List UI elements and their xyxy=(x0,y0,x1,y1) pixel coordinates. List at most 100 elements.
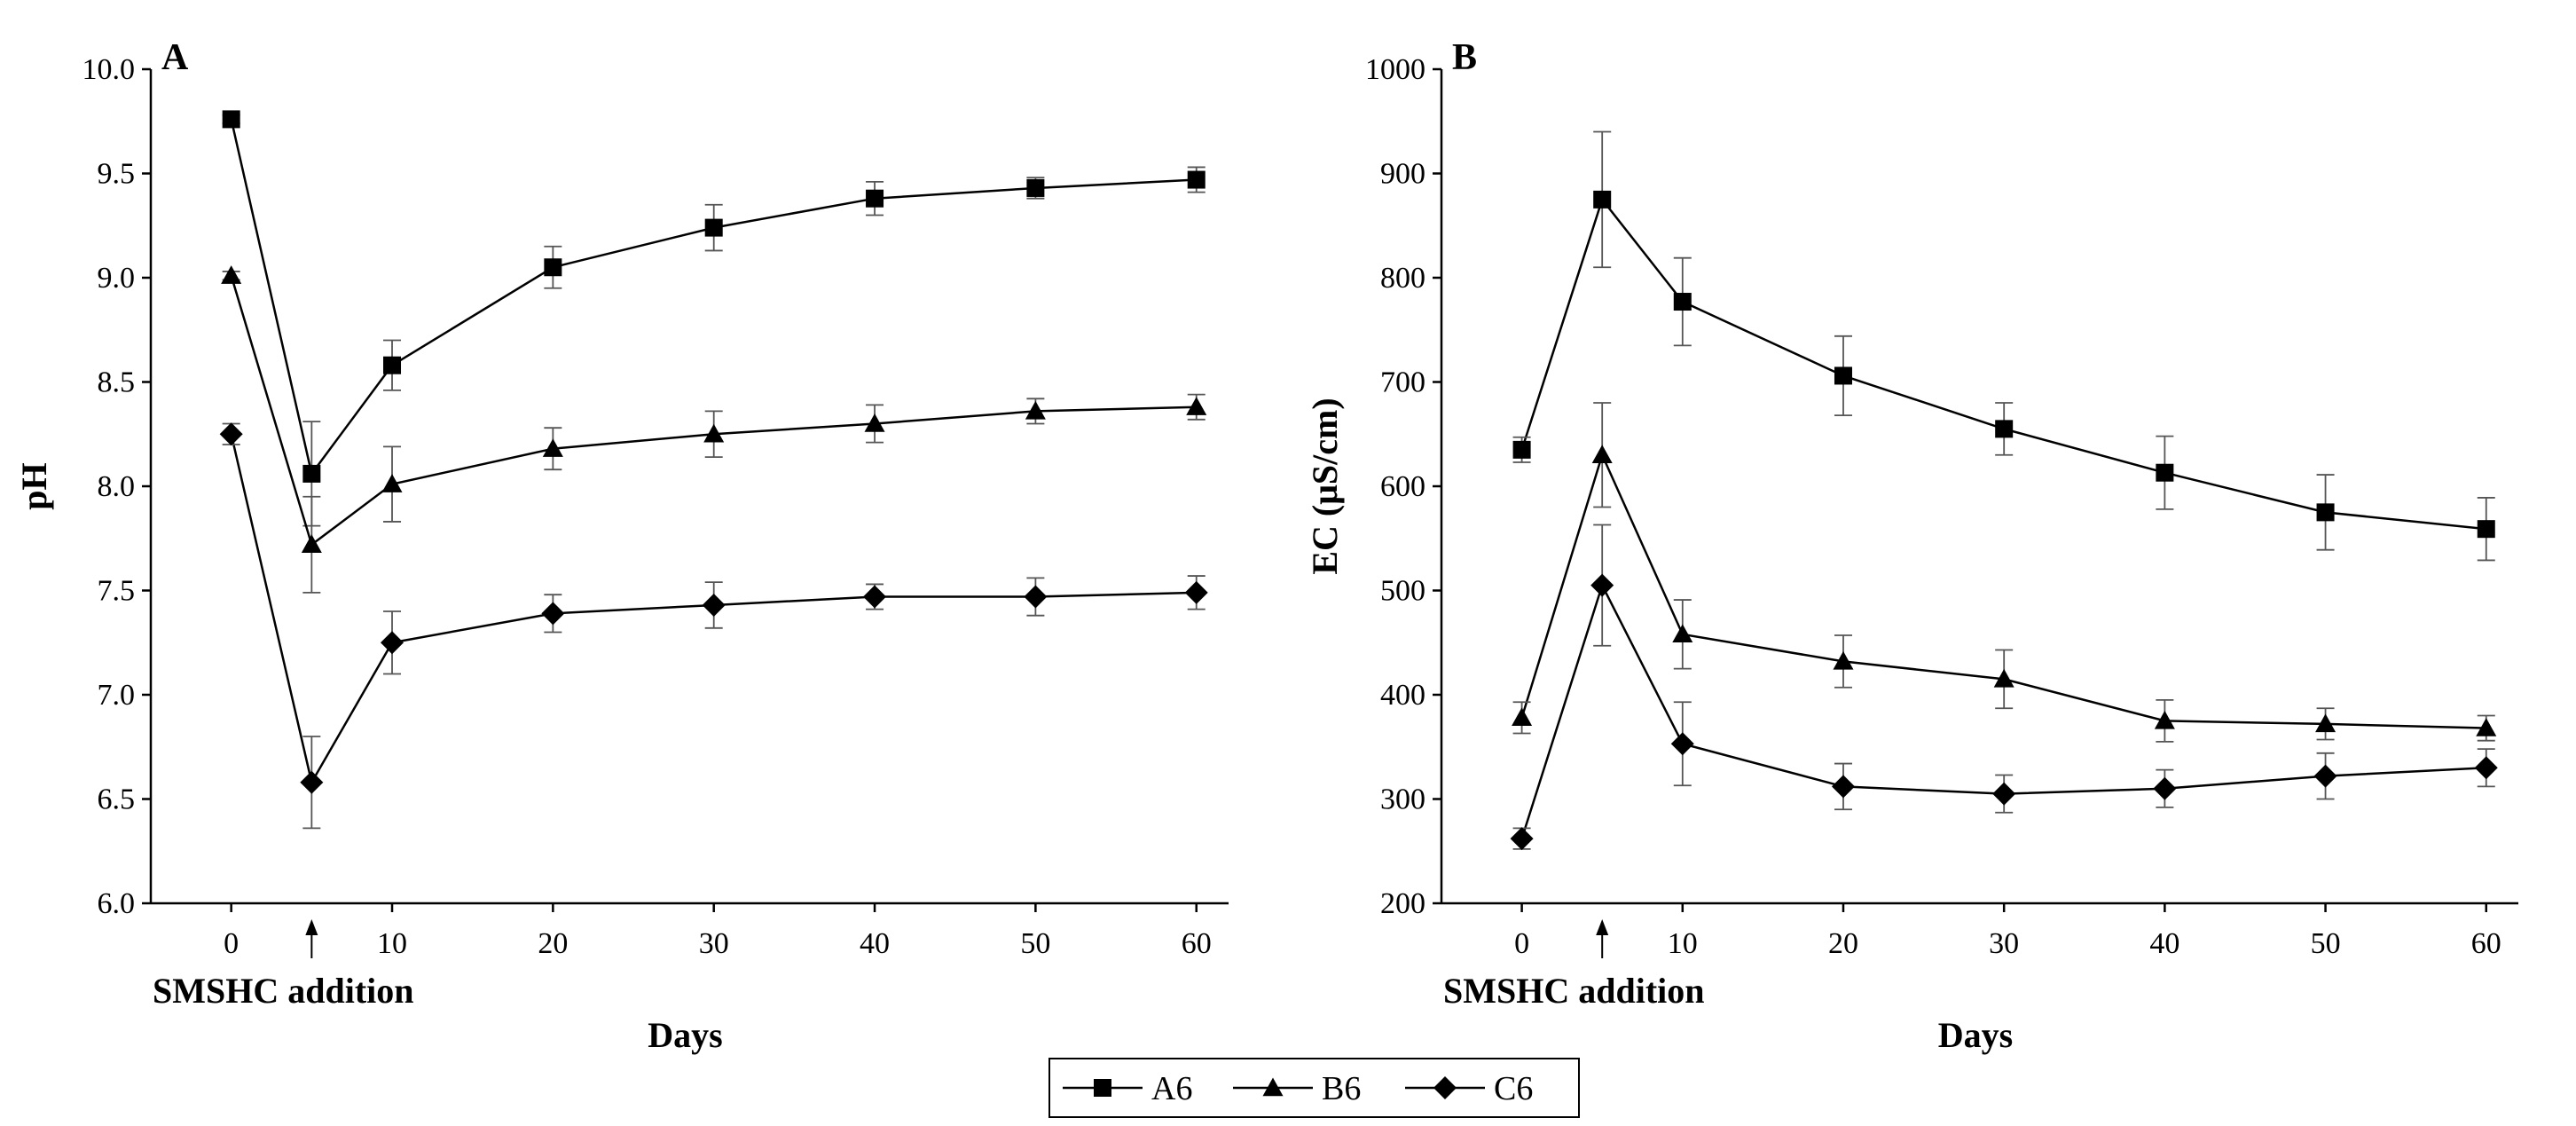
data-point-B6 xyxy=(1186,397,1207,415)
x-tick-label: 30 xyxy=(1989,927,2019,960)
y-axis-title: EC (μS/cm) xyxy=(1305,398,1345,574)
data-point-B6 xyxy=(1025,400,1046,420)
data-point-A6 xyxy=(866,189,884,208)
legend-item-C6: C6 xyxy=(1405,1070,1533,1107)
data-point-C6 xyxy=(1670,732,1694,756)
y-tick-label: 9.0 xyxy=(98,262,136,295)
data-point-B6 xyxy=(221,265,242,284)
data-point-B6 xyxy=(2476,718,2497,736)
x-tick-label: 30 xyxy=(699,927,729,960)
y-tick-label: 700 xyxy=(1380,366,1425,399)
data-point-A6 xyxy=(1026,178,1045,197)
series-A6 xyxy=(222,110,1206,527)
series-A6 xyxy=(1512,130,2495,562)
y-axis-title: pH xyxy=(14,462,54,509)
series-line xyxy=(230,433,1197,786)
y-tick-label: 600 xyxy=(1380,470,1425,503)
data-point-A6 xyxy=(2156,463,2174,482)
y-tick-label: 9.5 xyxy=(98,158,136,191)
data-point-A6 xyxy=(2316,503,2335,522)
data-point-B6 xyxy=(864,413,885,432)
data-point-A6 xyxy=(1187,170,1206,189)
data-point-B6 xyxy=(1993,668,2014,688)
x-tick-label: 40 xyxy=(2149,927,2179,960)
y-tick-label: 6.0 xyxy=(98,887,136,920)
series-C6 xyxy=(1510,524,2498,851)
data-point-A6 xyxy=(302,464,321,483)
x-tick-label: 50 xyxy=(1020,927,1050,960)
data-point-C6 xyxy=(1831,775,1855,799)
legend: A6 B6 C6 xyxy=(1048,1058,1580,1118)
x-tick-label: 10 xyxy=(377,927,407,960)
panel-a: 6.0 6.5 7.0 7.5 8.0 8.5 9.0 9.5 10.0 0 10 20 30 40 50 6… xyxy=(14,37,1229,1055)
data-point-A6 xyxy=(1995,420,2014,438)
data-point-A6 xyxy=(1834,366,1852,385)
legend-label: C6 xyxy=(1494,1070,1533,1107)
data-point-C6 xyxy=(219,422,243,446)
data-point-A6 xyxy=(704,218,723,237)
data-point-C6 xyxy=(1510,827,1534,851)
data-point-A6 xyxy=(544,258,562,277)
legend-label: A6 xyxy=(1151,1070,1192,1107)
legend-item-A6: A6 xyxy=(1063,1070,1192,1107)
x-tick-label: 20 xyxy=(1828,927,1858,960)
legend-marker-B6 xyxy=(1262,1077,1284,1097)
data-point-C6 xyxy=(541,602,565,626)
data-point-C6 xyxy=(1590,573,1614,597)
y-tick-label: 7.0 xyxy=(98,679,136,712)
annotation-arrow-head xyxy=(1596,919,1609,935)
x-tick-label: 0 xyxy=(1514,927,1529,960)
data-point-B6 xyxy=(542,438,563,457)
y-tick-label: 800 xyxy=(1380,262,1425,295)
y-tick-label: 8.5 xyxy=(98,366,136,399)
y-tick-label: 7.5 xyxy=(98,575,136,608)
series-line xyxy=(1520,197,2486,531)
x-tick-label: 60 xyxy=(2471,927,2501,960)
x-axis-title: Days xyxy=(648,1015,722,1055)
annotation-text: SMSHC addition xyxy=(153,971,414,1011)
data-point-A6 xyxy=(222,110,240,129)
annotation-arrow-head xyxy=(305,919,318,935)
data-point-A6 xyxy=(383,356,402,374)
x-tick-label: 0 xyxy=(224,927,239,960)
x-tick-label: 20 xyxy=(538,927,568,960)
x-tick-label: 40 xyxy=(860,927,890,960)
data-point-A6 xyxy=(1512,440,1531,459)
y-tick-label: 200 xyxy=(1380,887,1425,920)
panel-b: 200 300 400 500 600 700 800 900 1000 0 10 20 30 40 50 6… xyxy=(1305,37,2518,1055)
y-tick-label: 500 xyxy=(1380,575,1425,608)
data-point-A6 xyxy=(1673,293,1692,311)
x-axis-title: Days xyxy=(1938,1015,2013,1055)
data-point-B6 xyxy=(703,423,725,443)
data-point-B6 xyxy=(381,474,403,492)
legend-label: B6 xyxy=(1322,1070,1361,1107)
data-point-C6 xyxy=(300,770,324,794)
data-point-B6 xyxy=(2315,713,2336,733)
series-line xyxy=(1520,452,2486,729)
legend-marker-A6 xyxy=(1094,1079,1111,1097)
data-point-C6 xyxy=(2313,764,2337,788)
data-point-C6 xyxy=(702,593,726,617)
data-point-B6 xyxy=(2154,710,2175,729)
x-tick-label: 50 xyxy=(2311,927,2341,960)
series-line xyxy=(230,119,1197,476)
data-point-C6 xyxy=(863,585,887,609)
data-point-C6 xyxy=(2153,776,2177,800)
series-C6 xyxy=(219,422,1208,830)
data-point-C6 xyxy=(381,631,404,655)
y-tick-label: 300 xyxy=(1380,783,1425,816)
y-tick-label: 8.0 xyxy=(98,470,136,503)
data-point-C6 xyxy=(1184,580,1208,604)
series-B6 xyxy=(221,265,1207,594)
data-point-B6 xyxy=(1833,650,1854,670)
x-tick-label: 60 xyxy=(1182,927,1212,960)
data-point-C6 xyxy=(1024,585,1048,609)
data-point-C6 xyxy=(2474,756,2498,780)
series-line xyxy=(1520,582,2486,839)
y-tick-label: 6.5 xyxy=(98,783,136,816)
annotation-text: SMSHC addition xyxy=(1443,971,1705,1011)
data-point-B6 xyxy=(301,534,322,553)
y-tick-label: 400 xyxy=(1380,679,1425,712)
data-point-B6 xyxy=(1672,624,1693,643)
